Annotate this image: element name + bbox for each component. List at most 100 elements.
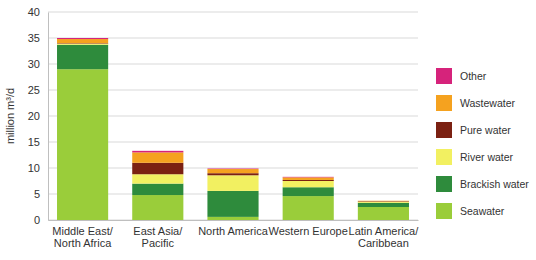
series bbox=[57, 39, 409, 201]
bar-segment bbox=[283, 187, 334, 196]
tick: 15 bbox=[28, 136, 48, 148]
bar-segment bbox=[207, 217, 258, 220]
tick-label: 30 bbox=[28, 58, 40, 70]
tick: 10 bbox=[28, 162, 48, 174]
bar-segment bbox=[57, 45, 108, 69]
grid-line bbox=[48, 12, 418, 13]
y-axis-title: million m³/d bbox=[4, 88, 16, 144]
legend-label: Pure water bbox=[460, 124, 511, 136]
legend-label: Brackish water bbox=[460, 178, 529, 190]
legend-label: Wastewater bbox=[460, 97, 516, 109]
tick-label-line: East Asia/ bbox=[133, 225, 183, 237]
legend-swatch bbox=[436, 122, 452, 138]
tick: 35 bbox=[28, 32, 48, 44]
tick-label: 10 bbox=[28, 162, 40, 174]
tick-label-line: Pacific bbox=[142, 237, 175, 249]
bar-segment bbox=[207, 191, 258, 217]
bar-segment bbox=[132, 163, 183, 174]
tick-label: 5 bbox=[34, 188, 40, 200]
legend-item: Pure water bbox=[436, 122, 511, 138]
tick-label: Western Europe bbox=[269, 225, 348, 237]
bar-segment bbox=[207, 168, 258, 170]
bar-segment bbox=[283, 177, 334, 180]
tick: 30 bbox=[28, 58, 48, 70]
legend-item: River water bbox=[436, 149, 514, 165]
bar-segment bbox=[358, 200, 409, 202]
bar-segment bbox=[132, 174, 183, 183]
legend-label: River water bbox=[460, 151, 514, 163]
tick-label: North America bbox=[198, 225, 269, 237]
legend-swatch bbox=[436, 149, 452, 165]
bar-segment bbox=[358, 200, 409, 201]
tick-label-line: Latin America/ bbox=[349, 225, 420, 237]
series bbox=[57, 38, 334, 177]
series bbox=[57, 69, 409, 220]
bar-segment bbox=[132, 184, 183, 195]
bar-segment bbox=[57, 39, 108, 43]
bar-segment bbox=[358, 207, 409, 220]
tick-label-line: Caribbean bbox=[358, 237, 409, 249]
tick: 20 bbox=[28, 110, 48, 122]
bar-segment bbox=[57, 38, 108, 39]
tick: Western Europe bbox=[269, 220, 348, 237]
legend-swatch bbox=[436, 95, 452, 111]
tick-label: 25 bbox=[28, 84, 40, 96]
axis-line bbox=[49, 220, 419, 221]
tick-label-line: Western Europe bbox=[269, 225, 348, 237]
plot: 0 5 10 15 20 25 30 35 40 Middle East/North Africa… bbox=[28, 6, 419, 249]
bars bbox=[57, 38, 409, 220]
bar-segment bbox=[57, 44, 108, 45]
tick: 0 bbox=[34, 214, 48, 226]
bar-segment bbox=[358, 202, 409, 203]
tick: 5 bbox=[34, 188, 48, 200]
tick-label: Middle East/North Africa bbox=[52, 225, 113, 250]
bar-segment bbox=[57, 69, 108, 220]
series bbox=[57, 44, 409, 203]
legend-swatch bbox=[436, 203, 452, 219]
tick-label-line: North America bbox=[198, 225, 269, 237]
bar-segment bbox=[207, 169, 258, 173]
bar-segment bbox=[283, 196, 334, 220]
bar-segment bbox=[358, 203, 409, 207]
tick-label: 15 bbox=[28, 136, 40, 148]
tick-label-line: Middle East/ bbox=[52, 225, 113, 237]
legend-label: Seawater bbox=[460, 205, 505, 217]
tick-label: East Asia/Pacific bbox=[133, 225, 183, 250]
tick: East Asia/Pacific bbox=[133, 220, 183, 249]
bar-segment bbox=[132, 195, 183, 220]
tick: Latin America/Caribbean bbox=[349, 220, 420, 249]
tick-label: 20 bbox=[28, 110, 40, 122]
legend-swatch bbox=[436, 176, 452, 192]
grid-line bbox=[48, 38, 418, 39]
y-axis: 0 5 10 15 20 25 30 35 40 bbox=[28, 6, 49, 226]
tick: North America bbox=[198, 220, 269, 237]
bar-segment bbox=[358, 201, 409, 203]
legend-item: Brackish water bbox=[436, 176, 529, 192]
tick-label: 0 bbox=[34, 214, 40, 226]
tick-label: 40 bbox=[28, 6, 40, 18]
bar-segment bbox=[283, 181, 334, 187]
legend-swatch bbox=[436, 68, 452, 84]
series bbox=[57, 45, 409, 217]
bar-segment bbox=[207, 175, 258, 191]
x-axis: Middle East/North Africa East Asia/Pacifi… bbox=[49, 220, 420, 249]
bar-segment bbox=[132, 151, 183, 153]
legend-label: Other bbox=[460, 70, 487, 82]
tick: 40 bbox=[28, 6, 48, 18]
tick-label: Latin America/Caribbean bbox=[349, 225, 420, 250]
chart: 0 5 10 15 20 25 30 35 40 Middle East/North Africa… bbox=[0, 0, 536, 260]
tick-label-line: North Africa bbox=[54, 237, 112, 249]
bar-segment bbox=[283, 180, 334, 181]
legend-item: Wastewater bbox=[436, 95, 516, 111]
bar-segment bbox=[283, 176, 334, 178]
tick: 25 bbox=[28, 84, 48, 96]
tick: Middle East/North Africa bbox=[52, 220, 113, 249]
tick-label: 35 bbox=[28, 32, 40, 44]
legend-item: Seawater bbox=[436, 203, 505, 219]
axis-line bbox=[48, 13, 49, 221]
grid bbox=[48, 12, 418, 220]
series bbox=[57, 43, 409, 202]
legend-item: Other bbox=[436, 68, 487, 84]
bar-segment bbox=[132, 152, 183, 162]
bar-segment bbox=[207, 173, 258, 175]
